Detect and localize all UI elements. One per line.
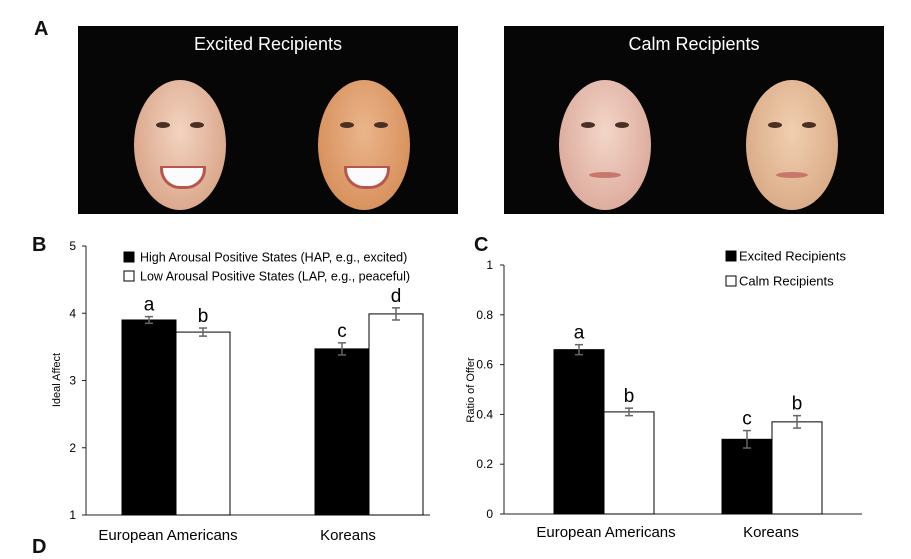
chart-c-significance-label: c: [742, 409, 752, 430]
korean-excited-face: [318, 80, 410, 210]
chart-c-bar: [553, 349, 605, 515]
chart-c-legend-swatch: [725, 275, 737, 287]
chart-b-y-tick-label: 5: [69, 239, 76, 253]
chart-b-y-tick-label: 3: [69, 374, 76, 388]
chart-c-category-label: European Americans: [536, 524, 675, 541]
chart-c-significance-label: b: [624, 386, 635, 407]
chart-c-y-axis-label: Ratio of Offer: [465, 357, 477, 423]
chart-c-legend-label: Excited Recipients: [739, 249, 846, 264]
chart-b-legend-label: High Arousal Positive States (HAP, e.g.,…: [140, 251, 407, 265]
chart-c-y-tick-label: 0.8: [476, 308, 493, 322]
chart-c-y-tick-label: 0.4: [476, 407, 493, 421]
chart-b-legend-swatch: [123, 251, 135, 263]
chart-b-y-tick-label: 1: [69, 508, 76, 522]
chart-b-y-axis-label: Ideal Affect: [51, 353, 63, 407]
chart-b-significance-label: c: [337, 321, 347, 342]
chart-b-bar: [368, 313, 424, 516]
calm-recipients-photo: Calm Recipients: [504, 26, 884, 214]
chart-b-category-label: European Americans: [98, 527, 237, 544]
panel-label-b: B: [32, 234, 47, 256]
chart-b-significance-label: a: [144, 295, 155, 316]
chart-c-legend-swatch: [725, 250, 737, 262]
chart-c-significance-label: a: [574, 323, 585, 344]
european-american-calm-face: [559, 80, 651, 210]
chart-b-legend-label: Low Arousal Positive States (LAP, e.g., …: [140, 270, 410, 284]
chart-c-legend-label: Calm Recipients: [739, 274, 834, 289]
chart-c-category-label: Koreans: [743, 524, 799, 541]
chart-b-legend-swatch: [123, 270, 135, 282]
panel-label-a: A: [34, 18, 49, 40]
chart-c-y-tick-label: 1: [486, 258, 493, 272]
chart-c-y-tick-label: 0.2: [476, 457, 493, 471]
chart-b-bar: [121, 319, 177, 516]
korean-calm-face: [746, 80, 838, 210]
chart-b-bar: [175, 331, 231, 516]
chart-c-bar: [603, 411, 655, 515]
excited-recipients-photo: Excited Recipients: [78, 26, 458, 214]
chart-b-y-tick-label: 2: [69, 441, 76, 455]
calm-recipients-title: Calm Recipients: [628, 34, 760, 54]
chart-c-bar: [771, 421, 823, 515]
chart-c-y-tick-label: 0.6: [476, 358, 493, 372]
chart-b-significance-label: b: [198, 306, 209, 327]
chart-b-category-label: Koreans: [320, 527, 376, 544]
chart-b-significance-label: d: [391, 286, 402, 307]
chart-c-bar: [721, 438, 773, 515]
chart-b-bar: [314, 348, 370, 516]
chart-c-y-tick-label: 0: [486, 507, 493, 521]
excited-recipients-title: Excited Recipients: [193, 34, 343, 54]
chart-c-significance-label: b: [792, 394, 803, 415]
chart-b-y-tick-label: 4: [69, 306, 76, 320]
panel-label-c: C: [474, 234, 489, 256]
european-american-excited-face: [134, 80, 226, 210]
